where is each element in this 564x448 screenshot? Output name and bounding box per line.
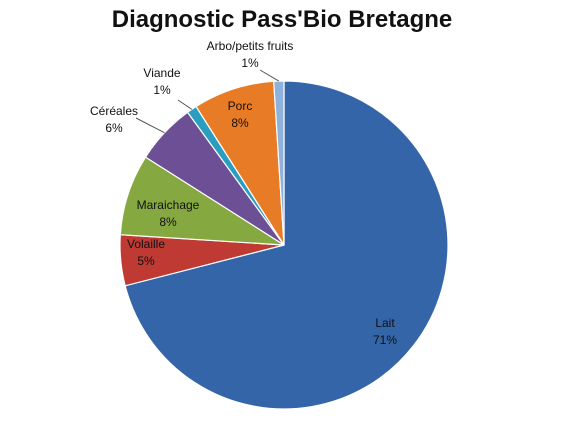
slice-value-viande: 1% [153, 83, 171, 97]
slice-value-lait: 71% [373, 333, 397, 347]
leader-line-viande [177, 99, 193, 110]
slice-label-volaille: Volaille [127, 237, 165, 251]
slice-label-c-r-ales: Céréales [90, 104, 138, 118]
pie-slice-lait [124, 80, 449, 410]
slice-label-viande: Viande [143, 66, 180, 80]
slice-value-maraichage: 8% [159, 215, 177, 229]
leader-line-arbo-petits-fruits [259, 69, 280, 82]
leader-line-c-r-ales [135, 117, 165, 134]
slice-value-porc: 8% [231, 116, 249, 130]
slice-label-lait: Lait [375, 316, 395, 330]
slice-value-c-r-ales: 6% [105, 121, 123, 135]
slice-label-porc: Porc [228, 99, 253, 113]
slice-value-volaille: 5% [137, 254, 155, 268]
slice-label-arbo-petits-fruits: Arbo/petits fruits [207, 39, 294, 53]
chart-title: Diagnostic Pass'Bio Bretagne [111, 6, 453, 33]
slice-value-arbo-petits-fruits: 1% [241, 56, 259, 70]
slice-label-maraichage: Maraichage [137, 198, 200, 212]
